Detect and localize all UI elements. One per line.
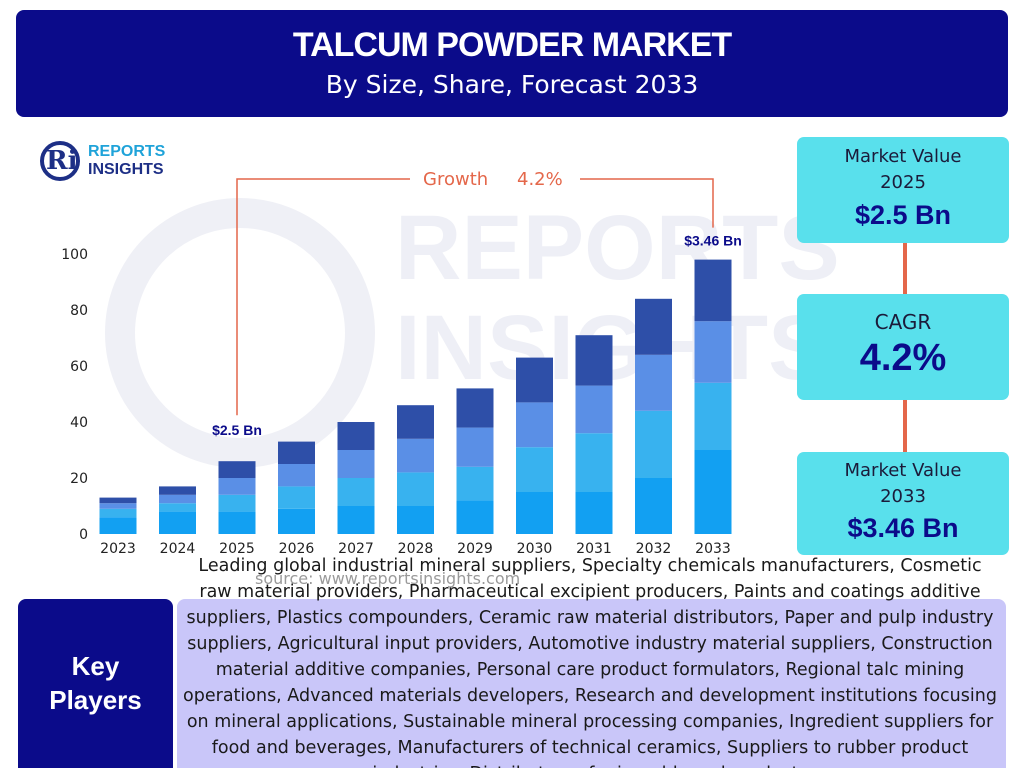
bar-segment <box>397 506 434 534</box>
x-tick-label: 2026 <box>279 541 315 557</box>
bar-segment <box>516 357 553 403</box>
bar-segment <box>516 402 553 448</box>
bar-segment <box>397 472 434 506</box>
bar-segment <box>635 354 672 411</box>
page-title: TALCUM POWDER MARKET <box>292 26 732 64</box>
logo-mark: Ri <box>46 146 78 176</box>
bar-segment <box>397 405 434 439</box>
bar-segment <box>218 478 256 495</box>
card-label: Market Value <box>844 460 962 481</box>
key-players-heading-box: Key Players <box>18 599 173 768</box>
x-tick-label: 2033 <box>695 541 731 557</box>
bar-segment <box>278 508 315 534</box>
x-tick-label: 2024 <box>160 541 196 557</box>
bar-segment <box>99 503 137 509</box>
x-tick-label: 2027 <box>338 541 374 557</box>
card-label: CAGR <box>874 310 932 334</box>
bar-segment <box>575 492 613 534</box>
page-subtitle: By Size, Share, Forecast 2033 <box>325 70 699 99</box>
market-value-2033-card: Market Value 2033 $3.46 Bn <box>797 452 1009 555</box>
bar-segment <box>635 478 672 534</box>
key-players-heading: Key Players <box>18 649 173 717</box>
x-tick-label: 2031 <box>576 541 612 557</box>
bar-segment <box>575 433 613 492</box>
x-tick-label: 2023 <box>100 541 136 557</box>
bar-segment <box>99 517 137 534</box>
key-players-heading-line-1: Key <box>71 651 120 681</box>
bar-segment <box>337 422 375 450</box>
bar-segment <box>635 410 672 478</box>
x-tick-label: 2025 <box>219 541 255 557</box>
title-banner: TALCUM POWDER MARKET By Size, Share, For… <box>16 10 1008 117</box>
bar-segment <box>456 466 494 501</box>
x-tick-label: 2028 <box>398 541 434 557</box>
bar-segment <box>278 486 315 509</box>
card-value: $3.46 Bn <box>847 513 959 543</box>
x-tick-label: 2029 <box>457 541 493 557</box>
y-tick-label: 0 <box>79 527 88 543</box>
card-connector-bottom <box>903 400 907 452</box>
bar-segment <box>278 464 315 487</box>
x-tick-label: 2030 <box>517 541 553 557</box>
growth-value: 4.2% <box>517 169 563 190</box>
key-players-heading-line-2: Players <box>49 685 142 715</box>
logo-ring-icon <box>40 141 80 181</box>
card-year: 2033 <box>880 486 926 507</box>
bar-segment <box>694 382 732 450</box>
x-tick-label: 2032 <box>636 541 672 557</box>
bar-segment <box>516 492 553 534</box>
bar-segment <box>159 503 196 512</box>
bar-segment <box>337 478 375 506</box>
card-connector-top <box>903 243 907 294</box>
growth-bracket-left <box>236 178 410 416</box>
bar-segment <box>456 427 494 467</box>
bar-segment <box>516 447 553 492</box>
key-players-list: Leading global industrial mineral suppli… <box>183 556 997 768</box>
growth-label: Growth <box>423 169 488 190</box>
bar-segment <box>694 259 732 322</box>
y-tick-label: 100 <box>61 247 88 263</box>
card-label: Market Value <box>844 146 962 167</box>
end-value-label: $3.46 Bn <box>684 233 742 249</box>
stacked-bar-chart: 0 20 40 60 80 100 2023 2024 2025 2026 2027 2028 2029… <box>61 169 742 557</box>
bar-segment <box>337 506 375 534</box>
bar-segment <box>159 511 196 534</box>
bar-segment <box>99 508 137 518</box>
card-value: 4.2% <box>859 337 947 379</box>
bar-segment <box>278 441 315 464</box>
bar-segment <box>99 497 137 504</box>
logo-line-1: REPORTS <box>88 143 166 160</box>
bar-segment <box>218 511 256 534</box>
y-tick-label: 60 <box>70 359 88 375</box>
logo-line-2: INSIGHTS <box>88 161 164 178</box>
y-tick-label: 80 <box>70 303 88 319</box>
bar-segment <box>575 335 613 386</box>
key-players-panel <box>177 599 1006 768</box>
bar-segment <box>159 494 196 504</box>
bar-segment <box>694 321 732 383</box>
card-year: 2025 <box>880 172 926 193</box>
y-tick-label: 20 <box>70 471 88 487</box>
bar-segment <box>337 450 375 478</box>
bar-segment <box>694 450 732 534</box>
start-value-label: $2.5 Bn <box>212 422 262 438</box>
bar-segment <box>456 500 494 534</box>
logo-wordmark: REPORTS INSIGHTS <box>88 143 165 179</box>
bar-segment <box>456 388 494 428</box>
growth-bracket-right <box>580 178 714 228</box>
market-value-2025-card: Market Value 2025 $2.5 Bn <box>797 137 1009 243</box>
bar-segment <box>397 438 434 473</box>
bar-segment <box>218 494 256 512</box>
source-credit: source: www.reportsinsights.com <box>255 569 521 588</box>
bar-segment <box>159 486 196 495</box>
cagr-card: CAGR 4.2% <box>797 294 1009 400</box>
bar-segment <box>218 461 256 478</box>
y-tick-label: 40 <box>70 415 88 431</box>
bar-segment <box>575 385 613 434</box>
bar-segment <box>635 298 672 355</box>
card-value: $2.5 Bn <box>854 200 952 230</box>
